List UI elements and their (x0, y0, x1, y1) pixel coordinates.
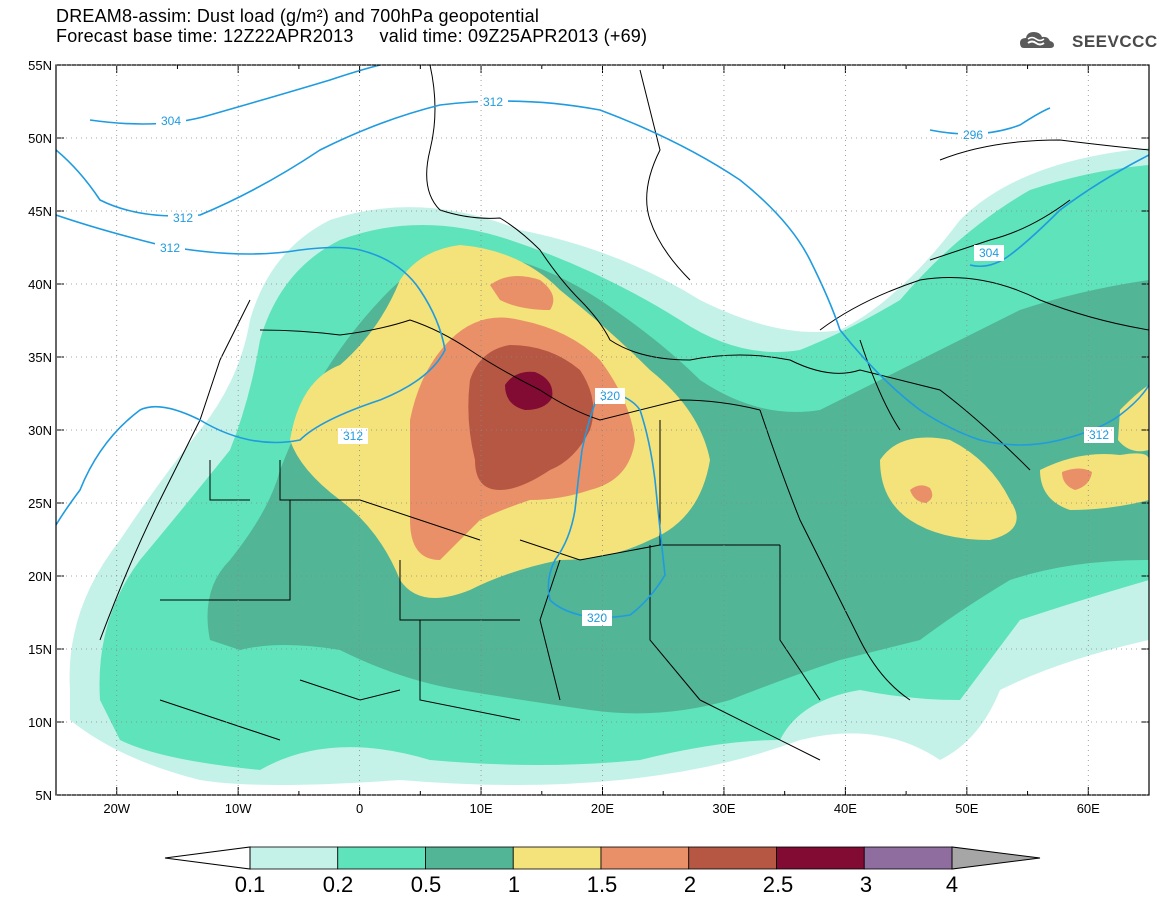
lat-tick-label: 40N (28, 277, 52, 292)
colorbar-swatch (249, 846, 339, 870)
lat-tick-label: 45N (28, 204, 52, 219)
colorbar-label: 0.5 (410, 872, 442, 897)
colorbar-swatch (688, 846, 777, 870)
lat-tick-label: 55N (28, 58, 52, 73)
contour-label-320-bottom: 320 (587, 611, 607, 625)
contour-label-312-north: 312 (483, 95, 503, 109)
lon-tick-label: 20E (591, 801, 614, 816)
logo-text: SEEVCCC (1072, 32, 1158, 51)
colorbar-over-triangle (951, 846, 1041, 870)
colorbar-label: 2 (683, 872, 697, 897)
lon-tick-label: 10W (225, 801, 252, 816)
map-title: DREAM8-assim: Dust load (g/m²) and 700hP… (56, 6, 540, 26)
colorbar-label: 0.2 (322, 872, 354, 897)
colorbar-swatch (425, 846, 514, 870)
contour-labels: 304 312 312 312 312 320 320 296 304 312 (155, 94, 1114, 626)
dust-level-1.5-north (490, 276, 554, 310)
contour-label-304-east: 304 (979, 246, 999, 260)
lat-tick-label: 5N (35, 788, 52, 803)
contour-label-320-top: 320 (600, 389, 620, 403)
dust-level-1-gulf (1040, 453, 1149, 510)
axis-tick-labels: 20W 10W 0 10E 20E 30E 40E 50E 60E 55N 50N 45N 40N 35N… (28, 58, 1100, 816)
contour-label-312-africa: 312 (343, 429, 363, 443)
lon-tick-label: 10E (469, 801, 492, 816)
contour-label-304: 304 (161, 114, 181, 128)
dust-level-1-arabia (880, 437, 1017, 540)
lon-tick-label: 40E (834, 801, 857, 816)
colorbar (164, 846, 1041, 870)
colorbar-label: 3 (859, 872, 873, 897)
colorbar-label: 0.1 (234, 872, 266, 897)
contour-label-312-east: 312 (1089, 428, 1109, 442)
forecast-time-line: Forecast base time: 12Z22APR2013 valid t… (56, 26, 648, 46)
dust-level-1.5-arabia (910, 485, 933, 503)
lat-tick-label: 30N (28, 423, 52, 438)
cloud-logo-icon (1020, 32, 1054, 48)
lon-tick-label: 50E (955, 801, 978, 816)
colorbar-label: 1 (507, 872, 521, 897)
lat-tick-label: 20N (28, 569, 52, 584)
contour-label-312-west: 312 (173, 211, 193, 225)
contour-label-296: 296 (963, 128, 983, 142)
lon-tick-label: 60E (1077, 801, 1100, 816)
dust-level-2.5 (505, 371, 553, 410)
lat-tick-label: 15N (28, 642, 52, 657)
dust-load-field (69, 148, 1149, 785)
lat-tick-label: 10N (28, 715, 52, 730)
lat-tick-label: 50N (28, 131, 52, 146)
colorbar-swatch (337, 846, 426, 870)
lat-tick-label: 35N (28, 350, 52, 365)
colorbar-label: 4 (945, 872, 959, 897)
coastlines-borders (99, 65, 1149, 761)
lon-tick-label: 20W (103, 801, 130, 816)
contour-label-312-west2: 312 (160, 241, 180, 255)
dust-level-2 (468, 345, 594, 490)
lat-tick-label: 25N (28, 496, 52, 511)
colorbar-swatch (776, 846, 865, 870)
dust-level-1.5-gulf (1062, 468, 1092, 490)
axis-ticks (55, 64, 1150, 796)
lon-tick-label: 0 (356, 801, 363, 816)
lon-tick-label: 30E (712, 801, 735, 816)
colorbar-swatch (512, 846, 602, 870)
colorbar-swatch (863, 846, 953, 870)
colorbar-swatch (600, 846, 690, 870)
colorbar-label: 1.5 (586, 872, 618, 897)
colorbar-label: 2.5 (762, 872, 794, 897)
dust-level-1-iran (1118, 385, 1149, 452)
colorbar-under-triangle (164, 846, 251, 870)
geopotential-contours (56, 65, 1149, 619)
